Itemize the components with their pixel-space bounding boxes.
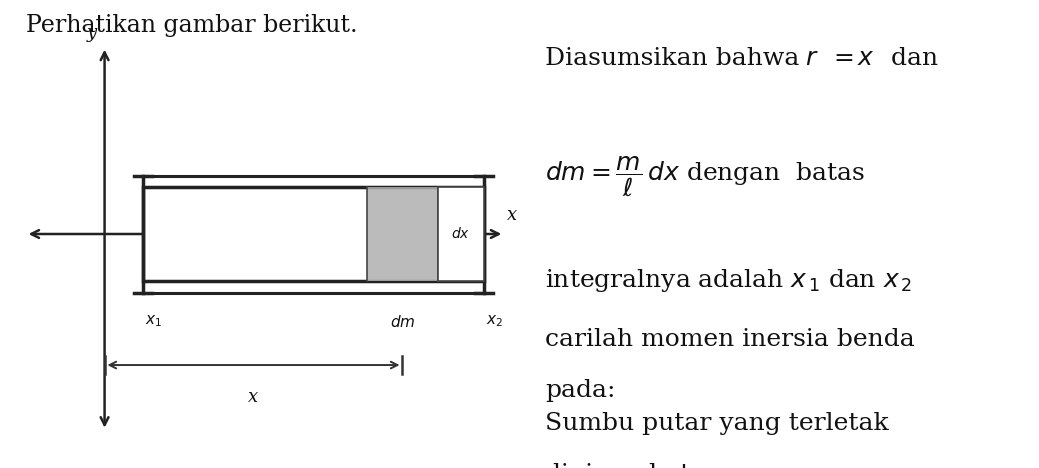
Text: =: = xyxy=(826,47,860,70)
Text: x: x xyxy=(248,388,259,406)
Text: x: x xyxy=(507,206,517,224)
Text: pada:: pada: xyxy=(545,379,616,402)
Bar xyxy=(438,187,484,281)
Text: diujung batang.: diujung batang. xyxy=(545,463,746,468)
Text: dan: dan xyxy=(883,47,938,70)
Text: y: y xyxy=(87,24,97,42)
Bar xyxy=(142,187,484,281)
Text: carilah momen inersia benda: carilah momen inersia benda xyxy=(545,328,915,351)
Text: $dm$: $dm$ xyxy=(390,314,416,329)
Text: $dm = \dfrac{m}{\ell}\,dx$ dengan  batas: $dm = \dfrac{m}{\ell}\,dx$ dengan batas xyxy=(545,154,865,198)
Text: Sumbu putar yang terletak: Sumbu putar yang terletak xyxy=(545,412,889,435)
Text: Diasumsikan bahwa: Diasumsikan bahwa xyxy=(545,47,808,70)
Text: $x_2$: $x_2$ xyxy=(486,314,504,329)
Text: $x$: $x$ xyxy=(857,47,875,70)
Text: integralnya adalah $x_{\,1}$ dan $x_{\,2}$: integralnya adalah $x_{\,1}$ dan $x_{\,2… xyxy=(545,267,912,294)
Text: $dx$: $dx$ xyxy=(451,227,471,241)
Text: Perhatikan gambar berikut.: Perhatikan gambar berikut. xyxy=(26,14,357,37)
Bar xyxy=(367,187,438,281)
Text: $x_1$: $x_1$ xyxy=(145,314,162,329)
Text: $r$: $r$ xyxy=(805,47,819,70)
